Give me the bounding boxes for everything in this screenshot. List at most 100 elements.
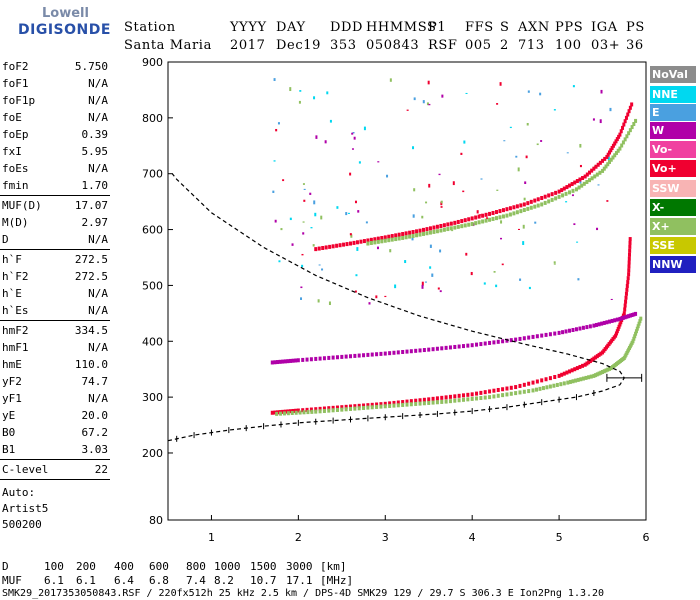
echo-speckle-point [314,212,317,217]
param-name: foEs [2,162,29,175]
echo-trace-point [388,351,392,356]
echo-speckle-point [517,228,520,230]
echo-trace-point [294,408,298,413]
echo-trace-point [477,220,481,225]
param-row: fmin 1.70 [2,179,108,196]
echo-speckle-point [349,172,352,176]
echo-speckle-point [315,135,318,139]
echo-trace-point [370,405,374,410]
echo-trace-point [607,150,611,155]
echo-trace-point [509,385,513,390]
echo-trace-point [585,361,589,366]
echo-trace-point [314,407,318,412]
echo-trace-point [628,105,632,110]
echo-speckle-point [565,201,568,203]
echo-speckle-point [609,107,612,112]
param-name: hmF1 [2,341,29,354]
param-value: 110.0 [74,358,108,371]
echo-trace-point [593,174,597,179]
echo-speckle-point [404,260,407,264]
header-label-ps: PS [626,20,645,35]
header-label-p1: P1 [428,20,447,35]
param-name: hmE [2,358,22,371]
echo-trace-point [353,353,357,358]
echo-trace-point [625,134,629,139]
echo-trace-point [461,397,465,402]
echo-trace-point [301,408,305,413]
echo-trace-point [509,391,513,396]
echo-trace-point [408,230,412,235]
echo-trace-point [568,190,572,195]
x-tick-label: 3 [382,531,389,544]
echo-trace-point [349,354,353,359]
echo-trace-point [602,369,606,374]
echo-speckle-point [515,155,518,158]
profile-line [167,173,626,442]
echo-trace-point [613,141,617,146]
param-value: 334.5 [74,324,108,337]
echo-trace-point [501,214,505,219]
echo-trace-point [414,401,418,406]
header-value-ps: 36 [626,38,644,53]
muf-table-distance-unit: [km] [320,560,347,573]
echo-trace-point [522,336,526,341]
param-row: D N/A [2,233,108,250]
echo-trace-point [484,212,488,217]
echo-trace-point [615,329,619,334]
echo-trace-point [418,348,422,353]
echo-trace-point [435,346,439,351]
echo-speckle-point [413,97,416,101]
echo-trace-point [366,352,370,357]
echo-speckle-point [503,140,506,142]
echo-trace-point [453,225,457,230]
echo-trace-point [392,400,396,405]
echo-trace-point [422,348,426,353]
echo-trace-point [466,397,470,402]
echo-speckle-point [328,301,331,306]
echo-trace-point [555,382,559,387]
x-tick-label: 2 [295,531,302,544]
echo-trace-point [522,208,526,213]
echo-trace-point [561,330,565,335]
echo-trace-point [529,205,533,210]
echo-trace-point [415,233,419,238]
echo-speckle-point [610,298,613,300]
echo-trace-point [635,326,639,331]
echo-trace-point [340,405,344,410]
echo-trace-point [281,409,285,414]
param-value: 1.70 [81,179,109,192]
echo-trace-point [613,318,617,323]
echo-trace-point [632,121,636,126]
echo-trace-point [582,181,586,186]
echo-trace-point [349,404,353,409]
echo-speckle-point [354,200,357,204]
echo-speckle-point [389,249,392,253]
echo-trace-point [619,320,623,325]
echo-trace-point [541,386,545,391]
echo-trace-point [571,188,575,193]
echo-trace-point [559,382,563,387]
echo-trace-point [581,376,585,381]
echo-trace-point [273,360,277,365]
echo-trace-point [340,354,344,359]
y-axis: 80 200 300 400 500 600 700 800 900 [142,56,173,527]
echo-trace-point [624,299,628,304]
echo-trace-point [553,331,557,336]
echo-trace-point [401,400,405,405]
echo-trace-point [479,342,483,347]
echo-speckle-point [499,82,502,86]
echo-trace-point [466,392,470,397]
echo-trace-point [518,390,522,395]
echo-speckle-point [389,78,392,82]
echo-speckle-point [460,152,463,155]
echo-speckle-point [427,80,430,85]
echo-trace-point [291,358,295,363]
echo-trace-point [505,386,509,391]
echo-speckle-point [428,103,431,106]
echo-trace-point [592,323,596,328]
echo-speckle-point [451,230,454,232]
echo-speckle-point [495,284,498,288]
muf-table-muf: 8.2 [214,574,234,587]
echo-trace-point [349,241,353,246]
echo-trace-point [467,217,471,222]
